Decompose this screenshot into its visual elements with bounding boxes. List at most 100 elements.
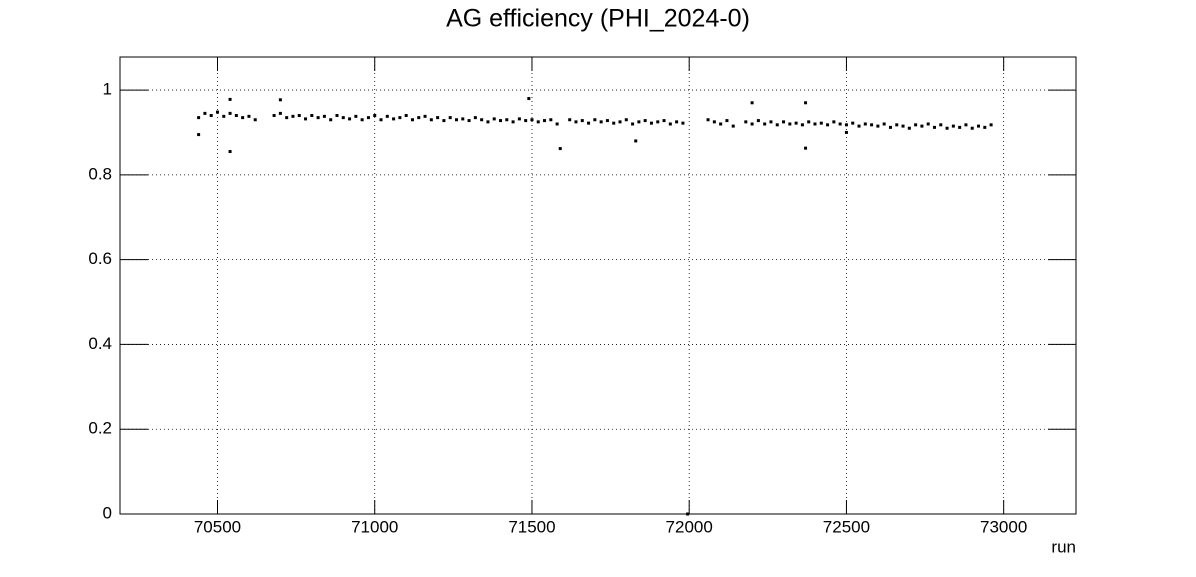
point — [543, 119, 547, 123]
point — [341, 116, 345, 120]
point — [970, 126, 974, 130]
point — [844, 130, 848, 134]
point — [278, 98, 282, 102]
point — [587, 121, 591, 125]
point — [473, 116, 477, 120]
point — [656, 120, 660, 124]
point — [467, 119, 471, 123]
point — [907, 126, 911, 130]
point — [977, 124, 981, 128]
x-axis-label: run — [1051, 537, 1076, 556]
point — [234, 114, 238, 118]
point — [297, 114, 301, 118]
point — [983, 125, 987, 129]
y-tick-label: 0.2 — [88, 419, 112, 438]
point — [228, 97, 232, 101]
point — [819, 121, 823, 125]
point — [524, 119, 528, 123]
point — [807, 120, 811, 124]
frame — [119, 56, 1077, 515]
point — [404, 114, 408, 118]
point — [423, 114, 427, 118]
point — [278, 111, 282, 115]
point — [813, 122, 817, 126]
point — [719, 122, 723, 126]
point — [517, 117, 521, 121]
point — [574, 120, 578, 124]
point — [549, 118, 553, 122]
point — [605, 119, 609, 123]
point — [335, 114, 339, 118]
point — [253, 118, 257, 122]
point — [794, 121, 798, 125]
point — [555, 122, 559, 126]
x-tick-label: 72500 — [823, 517, 870, 536]
point — [926, 122, 930, 126]
point — [558, 147, 562, 151]
point — [291, 114, 295, 118]
point — [788, 122, 792, 126]
point — [876, 124, 880, 128]
point — [895, 123, 899, 127]
point — [385, 114, 389, 118]
point — [310, 114, 314, 118]
point — [882, 122, 886, 126]
point — [870, 123, 874, 127]
point — [945, 126, 949, 130]
point — [989, 123, 993, 127]
point — [222, 114, 226, 118]
point — [527, 97, 531, 101]
point — [379, 118, 383, 122]
point — [804, 101, 808, 105]
point — [686, 512, 690, 516]
point — [197, 133, 201, 137]
point — [951, 124, 955, 128]
point — [731, 124, 735, 128]
point — [486, 120, 490, 124]
point — [888, 125, 892, 129]
point — [775, 123, 779, 127]
point — [851, 121, 855, 125]
point — [203, 111, 207, 115]
point — [800, 123, 804, 127]
point — [706, 118, 710, 122]
point — [712, 120, 716, 124]
point — [241, 116, 245, 120]
point — [322, 114, 326, 118]
point — [631, 122, 635, 126]
point — [366, 116, 370, 120]
point — [826, 123, 830, 127]
x-tick-label: 72000 — [666, 517, 713, 536]
point — [932, 125, 936, 129]
point — [285, 116, 289, 120]
point — [461, 117, 465, 121]
point — [838, 122, 842, 126]
x-tick-label: 70500 — [194, 517, 241, 536]
point — [649, 121, 653, 125]
point — [536, 120, 540, 124]
point — [782, 120, 786, 124]
point — [316, 116, 320, 120]
point — [568, 118, 572, 122]
y-tick-label: 0.6 — [88, 249, 112, 268]
point — [662, 119, 666, 123]
point — [429, 118, 433, 122]
point — [939, 123, 943, 127]
point — [624, 118, 628, 122]
point — [750, 122, 754, 126]
point — [599, 120, 603, 124]
point — [499, 119, 503, 123]
point — [769, 120, 773, 124]
point — [612, 121, 616, 125]
point — [410, 118, 414, 122]
point — [448, 116, 452, 120]
point — [964, 123, 968, 127]
point — [442, 119, 446, 123]
point — [505, 118, 509, 122]
point — [593, 118, 597, 122]
point — [958, 125, 962, 129]
point — [480, 118, 484, 122]
